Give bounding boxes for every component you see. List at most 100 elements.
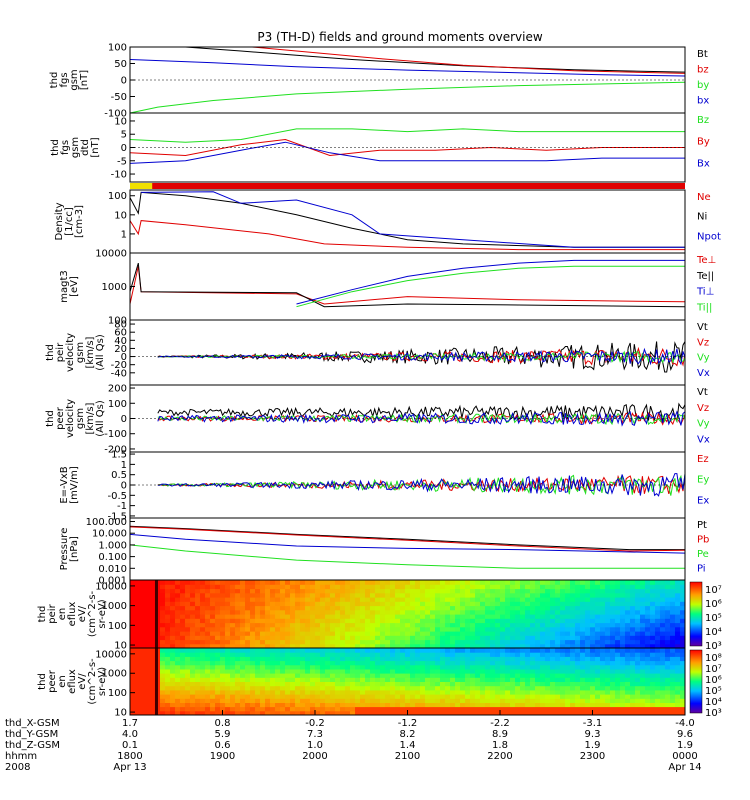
spectro-ylabel-1-5: (cm^2-s- [87, 658, 98, 705]
spectro-ylabel-1-6: sr-eV) [97, 667, 108, 696]
xaxis-value-4-6: Apr 14 [668, 762, 701, 773]
ytick-label-peir_velocity-6: -40 [111, 368, 127, 379]
xaxis-value-3-2: 2000 [302, 751, 327, 762]
xaxis-value-3-1: 1900 [210, 751, 235, 762]
ytick-label-fgs_gsm-3: -50 [111, 92, 127, 103]
series-peer_velocity-0 [157, 402, 686, 424]
colorbar-label-1-5: 10³ [705, 708, 722, 719]
ytick-label-efield-1: 1 [121, 460, 127, 471]
xaxis-value-0-6: -4.0 [675, 718, 695, 729]
ylabel-peir_velocity-3: gsm [75, 342, 86, 363]
panel-fgs_gsm: Bt bz by bx 100 50 0 -50 -100 thd fgs gsm [nT] [49, 43, 709, 120]
legend-efield-0: Ez [697, 454, 709, 465]
ylabel-fgs_gsm_dt-1: fgs [60, 140, 71, 155]
spectro-ylabel-1-2: en [57, 675, 68, 688]
ytick-label-pressure-3: 0.100 [98, 552, 127, 563]
xaxis-value-2-2: 1.0 [307, 740, 323, 751]
xaxis-value-2-0: 0.1 [122, 740, 138, 751]
ytick-label-peer_velocity-0: 200 [108, 384, 127, 395]
ylabel-fgs_gsm_dt-4: [nT] [90, 137, 101, 157]
flag-bar-red [130, 183, 685, 189]
xaxis-value-0-4: -2.2 [490, 718, 510, 729]
xaxis-value-1-1: 5.9 [215, 729, 231, 740]
ytick-label-fgs_gsm_dt-0: 10 [114, 116, 127, 127]
series-efield-2 [157, 473, 686, 497]
ytick-label-peer_velocity-3: -100 [104, 429, 127, 440]
ylabel-peer_velocity-1: peer [55, 406, 66, 430]
legend-fgs_gsm-3: bx [697, 96, 709, 107]
colorbar-label-1-0: 10⁸ [705, 653, 722, 664]
xaxis-value-4-0: Apr 13 [113, 762, 146, 773]
ytick-label-efield-0: 1.5 [111, 450, 127, 461]
legend-fgs_gsm_dt-2: Bx [697, 158, 710, 169]
legend-density-2: Npot [697, 231, 721, 242]
ylabel-fgs_gsm-0: thd [49, 72, 60, 89]
spectro-ylabel-0-6: sr-eV) [97, 599, 108, 628]
ytick-label-peer_velocity-1: 100 [108, 399, 127, 410]
x-axis-table: thd_X-GSM 1.7 0.8 -0.2 -1.2 -2.2 -3.1 -4.0 thd_Y… [5, 710, 702, 773]
legend-temperature-1: Te|| [696, 271, 714, 282]
ytick-label-density-0: 100 [108, 191, 127, 202]
spectro-ylabel-0-1: peir [47, 603, 58, 623]
ytick-label-temperature-1: 1000 [102, 282, 127, 293]
ytick-label-peir_velocity-0: 80 [114, 320, 127, 331]
spectro-ylabel-0-5: (cm^2-s- [87, 590, 98, 637]
ylabel-fgs_gsm_dt-0: thd [50, 139, 61, 156]
xaxis-value-2-6: 1.9 [677, 740, 693, 751]
series-pressure-2 [129, 544, 685, 569]
colorbar-label-0-0: 10⁷ [705, 585, 722, 596]
panel-efield: Ez Ey Ex 1.510.50-0.5-1-1.5 E=-VxB [mV/m] [59, 450, 709, 523]
ytick-label-fgs_gsm_dt-2: 0 [121, 143, 127, 154]
panel-temperature: Te⊥ Te|| Ti⊥ Ti|| 10000 1000 100 magt3 [eV] [59, 249, 716, 327]
ytick-label-peer_velocity-4: -200 [104, 444, 127, 455]
legend-temperature-3: Ti|| [696, 302, 712, 313]
ytick-label-density-2: 1 [121, 229, 127, 240]
series-temperature-3 [296, 265, 685, 308]
panel-fgs_gsm_dt: Bz By Bx 10 5 0 -5 -10 thd fgs gsm dtd [nT] [50, 112, 710, 183]
spectro-ytick-label-0-1: 1000 [102, 601, 127, 612]
legend-peir_velocity-1: Vz [697, 337, 709, 348]
ytick-label-peir_velocity-2: 40 [114, 336, 127, 347]
xaxis-value-1-3: 8.2 [400, 729, 416, 740]
spectro-ylabel-0-4: eV/ [77, 605, 88, 622]
legend-density-0: Ne [697, 192, 711, 203]
ytick-label-fgs_gsm-2: 0 [121, 76, 127, 87]
series-fgs_gsm-3 [129, 59, 686, 77]
legend-peer_velocity-0: Vt [697, 387, 708, 398]
ylabel-fgs_gsm_dt-2: gsm [70, 137, 81, 158]
ylabel-density-0: Density [54, 202, 65, 240]
xaxis-value-0-3: -1.2 [398, 718, 418, 729]
panel-peer_velocity: Vt Vz Vy Vx 200 100 0 -100 -200 thd peer velocity gs… [45, 384, 710, 456]
ytick-label-efield-2: 0.5 [111, 470, 127, 481]
spectro-ylabel-0-3: eflux [67, 602, 78, 627]
legend-density-1: Ni [697, 212, 707, 223]
xaxis-value-3-3: 2100 [395, 751, 420, 762]
legend-pressure-0: Pt [697, 520, 707, 531]
xaxis-row-label-1: thd_Y-GSM [5, 729, 58, 740]
spectro-ytick-label-1-3: 10 [114, 708, 127, 719]
legend-peer_velocity-2: Vy [697, 419, 710, 430]
ytick-label-pressure-4: 0.010 [98, 564, 127, 575]
series-density-1 [129, 191, 685, 248]
spectrogram-1: 10000 1000 100 10 thd peer en eflux eV/(cm^2-s-s… [37, 647, 722, 719]
ytick-label-pressure-5: 0.001 [98, 576, 127, 587]
xaxis-value-3-6: 0000 [672, 751, 697, 762]
legend-fgs_gsm-0: Bt [697, 49, 708, 60]
frame-pressure [129, 517, 686, 581]
series-peir_velocity-1 [157, 346, 686, 367]
colorbar-label-1-2: 10⁶ [705, 675, 722, 686]
xaxis-value-0-0: 1.7 [122, 718, 138, 729]
spectro-ylabel-1-0: thd [37, 673, 48, 690]
legend-peer_velocity-3: Vx [697, 434, 710, 445]
series-density-0 [129, 220, 685, 251]
ylabel-efield-1: [mV/m] [69, 466, 80, 504]
series-pressure-1 [129, 526, 686, 552]
xaxis-row-label-2: thd_Z-GSM [5, 740, 60, 751]
xaxis-value-0-5: -3.1 [583, 718, 603, 729]
series-fgs_gsm_dt-0 [129, 128, 685, 143]
series-peir_velocity-3 [157, 347, 686, 366]
spectro-ylabel-1-1: peer [47, 669, 58, 693]
ytick-label-fgs_gsm_dt-4: -10 [111, 170, 127, 181]
